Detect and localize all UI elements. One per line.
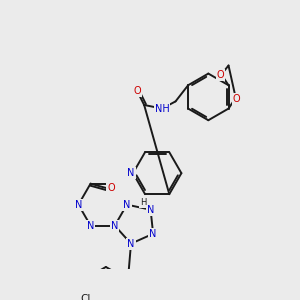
Text: NH: NH bbox=[155, 103, 170, 114]
Text: O: O bbox=[133, 85, 141, 96]
Text: N: N bbox=[147, 205, 154, 215]
Text: O: O bbox=[107, 183, 115, 193]
Text: N: N bbox=[149, 229, 157, 239]
Text: N: N bbox=[127, 238, 135, 249]
Text: H: H bbox=[140, 198, 147, 207]
Text: N: N bbox=[123, 200, 130, 210]
Text: N: N bbox=[128, 168, 135, 178]
Text: N: N bbox=[75, 200, 82, 210]
Text: O: O bbox=[217, 70, 224, 80]
Text: Cl: Cl bbox=[80, 294, 91, 300]
Text: O: O bbox=[233, 94, 240, 104]
Text: N: N bbox=[111, 220, 118, 231]
Text: N: N bbox=[87, 220, 94, 231]
